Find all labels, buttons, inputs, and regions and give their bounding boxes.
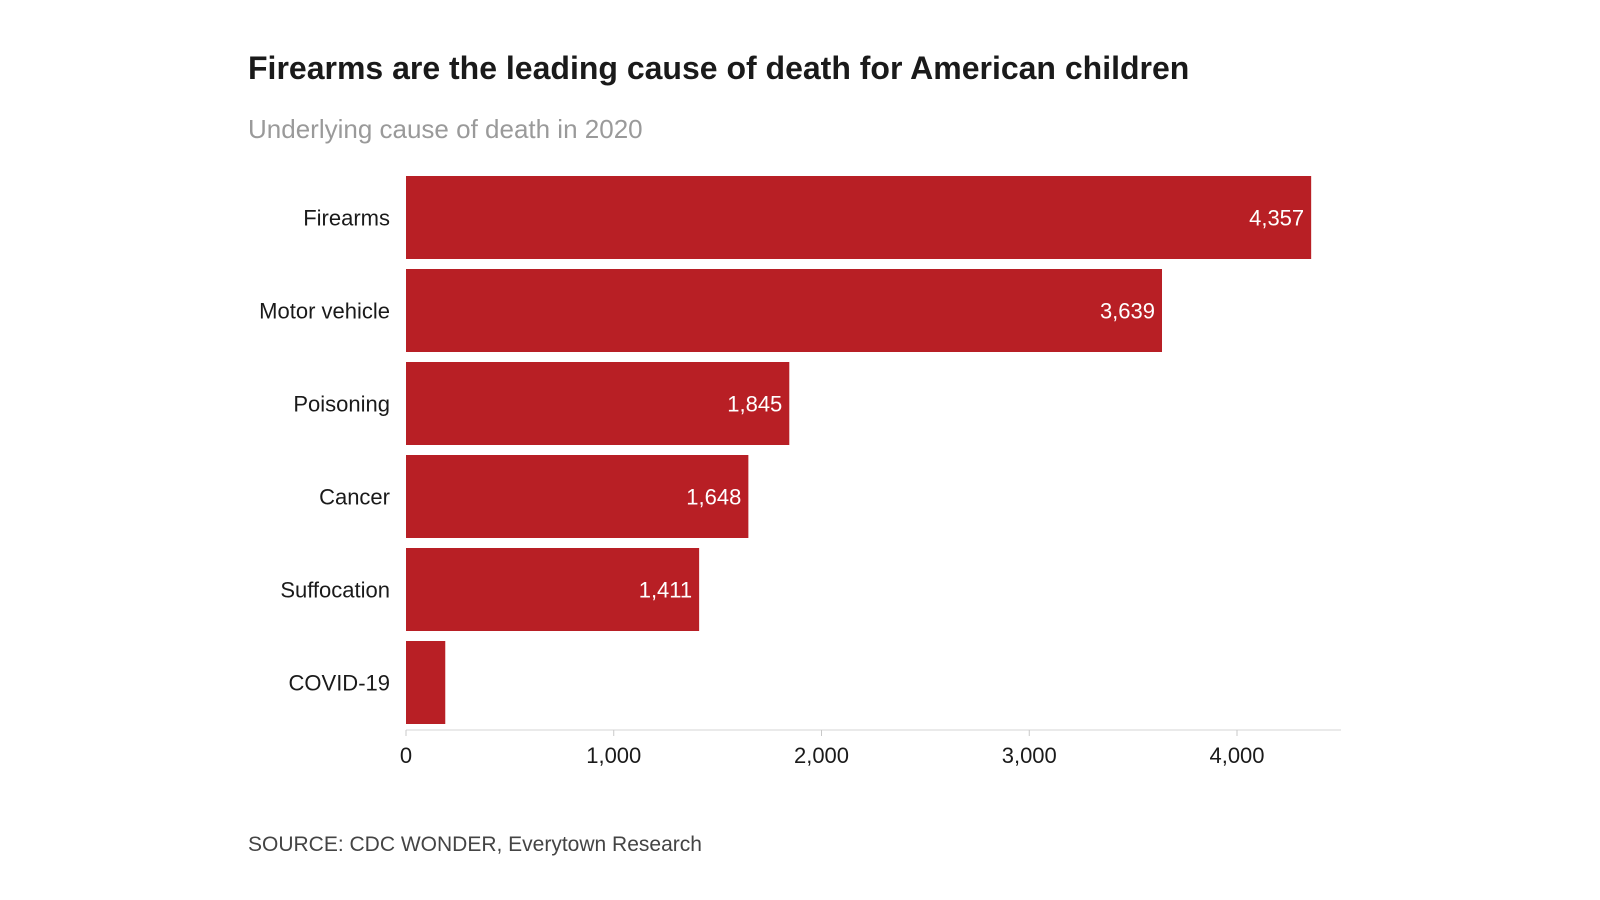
category-label: Motor vehicle	[259, 299, 390, 324]
category-label: Firearms	[303, 206, 390, 231]
source-note: SOURCE: CDC WONDER, Everytown Research	[248, 833, 702, 856]
bar-suffocation	[406, 548, 700, 631]
category-label: Cancer	[319, 485, 390, 510]
category-label: Suffocation	[280, 578, 390, 603]
bar-poisoning	[406, 362, 790, 445]
value-label: 1,411	[639, 578, 692, 603]
bar-motor-vehicle	[406, 269, 1163, 352]
x-tick-label: 2,000	[794, 743, 849, 768]
bar-cancer	[406, 455, 749, 538]
category-label: COVID-19	[289, 671, 390, 696]
x-tick-label: 3,000	[1002, 743, 1057, 768]
chart-subtitle: Underlying cause of death in 2020	[248, 114, 643, 144]
value-label: 1,648	[686, 485, 741, 510]
value-labels-group: 4,357 3,639 1,845 1,648 1,411	[639, 206, 1304, 603]
category-label: Poisoning	[293, 392, 390, 417]
bar-firearms	[406, 176, 1312, 259]
x-tick-label: 0	[400, 743, 412, 768]
bar-covid-19	[406, 641, 446, 724]
bars-group	[406, 176, 1312, 724]
x-tick-label: 4,000	[1209, 743, 1264, 768]
value-label: 4,357	[1249, 206, 1304, 231]
x-tick-label: 1,000	[586, 743, 641, 768]
value-label: 1,845	[727, 392, 782, 417]
chart-title: Firearms are the leading cause of death …	[248, 50, 1190, 86]
category-labels-group: Firearms Motor vehicle Poisoning Cancer Suff…	[259, 206, 390, 696]
x-ticks-group: 0 1,000 2,000 3,000 4,000	[400, 730, 1265, 768]
value-label: 3,639	[1100, 299, 1155, 324]
